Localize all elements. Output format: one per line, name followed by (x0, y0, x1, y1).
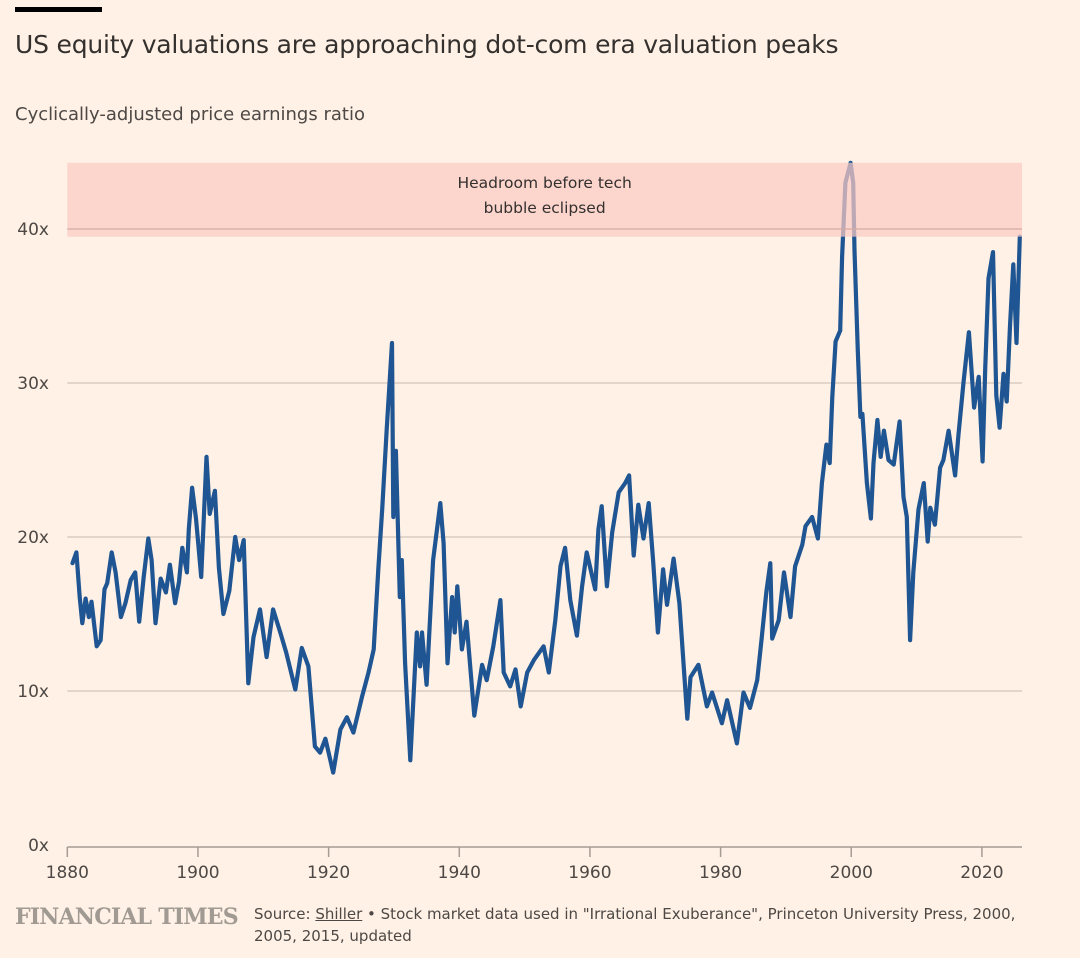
chart-title: US equity valuations are approaching dot… (15, 30, 839, 59)
gridlines (67, 228, 1022, 692)
headroom-band (67, 162, 1023, 237)
y-tick-label: 40x (17, 220, 49, 240)
y-tick-label: 30x (17, 374, 49, 394)
source-prefix: Source: (254, 905, 316, 923)
x-axis: 1880 1900 1920 1940 1960 1980 2000 2020 (46, 846, 1022, 883)
y-tick-label: 20x (17, 528, 49, 548)
x-tick-label: 1880 (46, 863, 89, 883)
x-tick-label: 1900 (176, 863, 219, 883)
chart-subtitle: Cyclically-adjusted price earnings ratio (15, 104, 365, 125)
x-tick-label: 1940 (438, 863, 481, 883)
y-axis-labels: 0x 10x 20x 30x 40x (17, 220, 49, 856)
x-tick-label: 2000 (830, 863, 873, 883)
headroom-band-layer: Headroom before tech bubble eclipsed (67, 162, 1023, 237)
band-label-line: Headroom before tech (457, 174, 631, 192)
ft-logo: FINANCIAL TIMES (15, 904, 239, 930)
source-link-shiller[interactable]: Shiller (315, 905, 363, 923)
ft-top-rule (15, 7, 102, 12)
cape-series-line (70, 160, 1022, 775)
band-label-line: bubble eclipsed (484, 199, 606, 217)
source-note: Source: Shiller • Stock market data used… (254, 903, 1054, 947)
y-tick-label: 0x (28, 836, 49, 856)
source-detail: • Stock market data used in "Irrational … (254, 905, 1016, 945)
x-tick-label: 1960 (568, 863, 611, 883)
x-tick-label: 1980 (699, 863, 742, 883)
x-tick-label: 1920 (307, 863, 350, 883)
x-tick-label: 2020 (960, 863, 1003, 883)
series-layer (70, 160, 1022, 775)
y-tick-label: 10x (17, 682, 49, 702)
